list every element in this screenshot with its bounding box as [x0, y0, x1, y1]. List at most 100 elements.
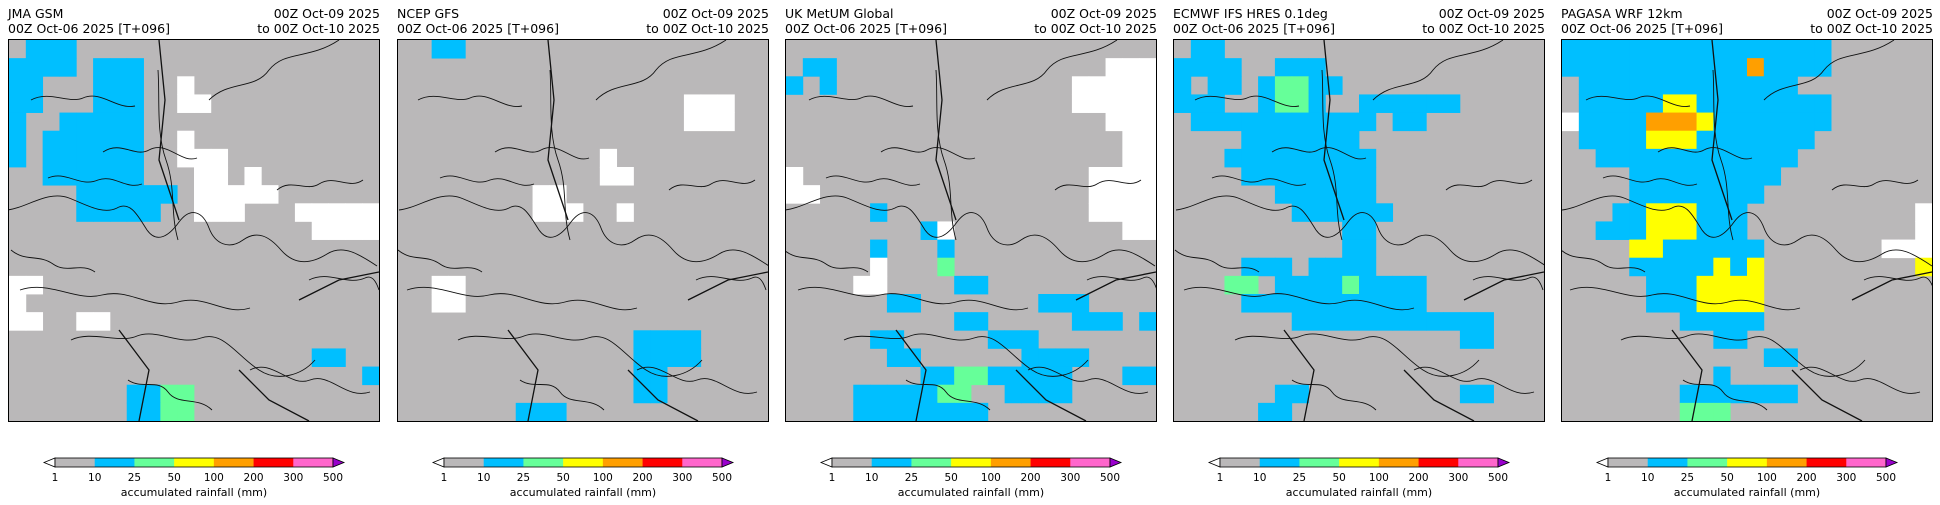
rainfall-cell — [1747, 384, 1765, 404]
rainfall-cell — [362, 221, 379, 240]
coastline — [208, 40, 340, 101]
rainfall-cell — [143, 203, 161, 222]
rainfall-cell — [431, 294, 449, 313]
rainfall-cell — [1392, 112, 1410, 132]
rainfall-cell — [1814, 40, 1832, 59]
rainfall-cell — [1241, 112, 1259, 132]
rainfall-cell — [126, 58, 144, 77]
rainfall-cell — [1359, 294, 1377, 313]
rainfall-cell — [1274, 58, 1293, 77]
rainfall-cell — [93, 112, 111, 132]
rainfall-cell — [1325, 312, 1343, 331]
rainfall-cell — [261, 185, 279, 204]
rainfall-cell — [1696, 167, 1714, 186]
model-name: PAGASA WRF 12km — [1561, 6, 1683, 21]
map-svg — [9, 40, 379, 421]
coastline — [595, 40, 727, 101]
rainfall-cell — [1207, 112, 1225, 132]
rainfall-cell — [1308, 275, 1326, 295]
rainfall-cell — [954, 312, 972, 331]
rainfall-cell — [1122, 366, 1140, 386]
rainfall-cell — [1476, 312, 1494, 331]
colorbar-segment — [253, 458, 294, 467]
rainfall-cell — [194, 94, 212, 113]
country-border — [547, 40, 569, 221]
colorbar-tick-label: 100 — [1756, 472, 1777, 484]
rainfall-cell — [987, 330, 1006, 349]
rainfall-cell — [1038, 294, 1056, 313]
country-border — [1671, 329, 1703, 421]
map-svg — [1562, 40, 1932, 421]
rainfall-cell — [1713, 40, 1731, 59]
rainfall-cell — [1696, 203, 1714, 222]
rainfall-cell — [1190, 112, 1209, 132]
colorbar-segment — [55, 458, 96, 467]
rainfall-cell — [1629, 94, 1647, 113]
rainfall-cell — [971, 312, 989, 331]
rainfall-cell — [1713, 330, 1731, 349]
rainfall-cell — [431, 40, 449, 59]
rainfall-cell — [109, 148, 128, 168]
country-border — [627, 369, 699, 421]
rainfall-cell — [1342, 294, 1360, 313]
coastline — [1183, 286, 1415, 311]
rainfall-cell — [1409, 312, 1427, 331]
rainfall-cell — [1713, 257, 1731, 277]
rainfall-cell — [853, 384, 871, 404]
colorbar-segment — [1378, 458, 1419, 467]
rainfall-cell — [1274, 257, 1293, 277]
colorbar-label: accumulated rainfall (mm) — [1285, 486, 1433, 499]
rainfall-cell — [1392, 275, 1410, 295]
rainfall-cell — [1679, 203, 1697, 222]
colorbar-tick-label: 200 — [1796, 472, 1817, 484]
rainfall-cell — [650, 330, 668, 349]
colorbar-segment — [293, 458, 334, 467]
rainfall-cell — [1646, 130, 1664, 150]
rainfall-cell — [1814, 112, 1832, 132]
rainfall-cell — [1291, 294, 1309, 313]
valid-period: 00Z Oct-09 2025 to 00Z Oct-10 2025 — [1034, 6, 1157, 36]
rainfall-cell — [1747, 40, 1765, 59]
rainfall-cell — [1595, 40, 1613, 59]
coastline — [1234, 333, 1480, 377]
rainfall-cell — [1088, 185, 1106, 204]
valid-from: 00Z Oct-09 2025 — [662, 6, 769, 21]
rainfall-cell — [1190, 94, 1209, 113]
rainfall-cell — [1612, 148, 1630, 168]
rainfall-cell — [1578, 76, 1597, 95]
colorbar: accumulated rainfall (mm) 1 10 25 50 100 200 3… — [819, 455, 1123, 499]
country-border — [1075, 271, 1156, 301]
rainfall-cell — [1730, 40, 1748, 59]
rainfall-cell — [1612, 130, 1630, 150]
rainfall-cell — [1763, 76, 1782, 95]
rainfall-cell — [76, 148, 94, 168]
rainfall-cell — [954, 384, 972, 404]
rainfall-cell — [1612, 112, 1630, 132]
rainfall-cell — [1258, 94, 1276, 113]
rainfall-cell — [1459, 330, 1478, 349]
coastline — [1413, 366, 1535, 394]
rainfall-cell — [1915, 203, 1932, 222]
rainfall-cell — [1713, 221, 1731, 240]
rainfall-cell — [1409, 112, 1427, 132]
rainfall-cell — [1274, 94, 1293, 113]
coastline — [1799, 366, 1921, 394]
rainfall-cell — [683, 112, 702, 132]
coastline — [10, 249, 96, 273]
rainfall-cell — [59, 58, 77, 77]
rainfall-cell — [1122, 148, 1140, 168]
coastline — [1271, 147, 1367, 160]
rainfall-cell — [1814, 58, 1832, 77]
colorbar-tick-label: 500 — [1875, 472, 1897, 484]
rainfall-cell — [1595, 130, 1613, 150]
rainfall-cell — [1325, 185, 1343, 204]
rainfall-cell — [1291, 76, 1309, 95]
rainfall-cell — [1679, 148, 1697, 168]
colorbar-tick-label: 1 — [1216, 472, 1224, 484]
colorbar-segment — [1070, 458, 1111, 467]
rainfall-cell — [25, 312, 44, 331]
rainfall-cell — [1713, 185, 1731, 204]
rainfall-cell — [1375, 294, 1394, 313]
rainfall-cell — [177, 76, 195, 95]
rainfall-cell — [1375, 312, 1394, 331]
